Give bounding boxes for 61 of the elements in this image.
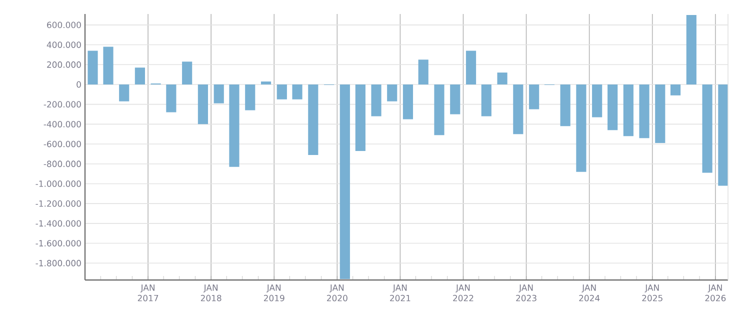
bar (308, 84, 318, 155)
bar (402, 84, 414, 120)
bar (623, 84, 634, 136)
bar (718, 84, 728, 186)
bar (497, 72, 508, 84)
y-tick-label: -1.000.000 (36, 180, 81, 187)
bar (529, 84, 540, 110)
y-tick-label: -1.200.000 (36, 200, 81, 207)
y-tick-label: -1.800.000 (36, 260, 81, 266)
y-tick-label: -200.000 (44, 101, 81, 108)
bar (655, 84, 666, 144)
y-tick-label: -1.400.000 (36, 220, 81, 227)
bar (450, 84, 460, 114)
bar (276, 84, 287, 100)
y-tick-label: 600.000 (47, 22, 81, 28)
bar (260, 81, 272, 84)
bar (245, 84, 256, 110)
x-tick-label: JAN 2022 (453, 284, 474, 302)
bar (371, 84, 382, 116)
bar (418, 60, 428, 84)
bar (214, 84, 224, 104)
y-tick-label: -1.600.000 (36, 240, 81, 246)
y-tick-label: 0 (76, 81, 81, 88)
bar (198, 84, 208, 124)
bar (166, 84, 176, 112)
bar (355, 84, 366, 151)
bar (466, 50, 476, 84)
bar (560, 84, 570, 126)
bar (702, 84, 712, 173)
y-tick-label: 400.000 (46, 42, 81, 48)
x-tick-label: JAN 2019 (264, 284, 284, 302)
x-tick-label: JAN 2023 (516, 284, 536, 302)
bar (639, 84, 650, 138)
bar (340, 84, 350, 280)
x-tick-label: JAN 2024 (579, 284, 600, 302)
x-tick-label: JAN 2020 (327, 284, 348, 302)
bar (434, 84, 444, 136)
bar (670, 84, 681, 96)
bar (88, 50, 98, 84)
x-tick-label: JAN 2021 (390, 284, 410, 302)
x-tick-label: JAN 2018 (200, 284, 222, 302)
bar (576, 84, 586, 172)
bar (387, 84, 398, 102)
bar (592, 84, 602, 118)
bar (119, 84, 130, 102)
bar (686, 14, 696, 84)
bar (292, 84, 302, 100)
bar (103, 46, 114, 84)
y-tick-label: -600.000 (44, 140, 81, 148)
bar (481, 84, 492, 116)
x-tick-label: JAN 2025 (642, 284, 662, 302)
x-tick-label: JAN 2017 (138, 284, 158, 302)
bar (229, 84, 240, 167)
bar (608, 84, 618, 130)
bar (134, 68, 145, 84)
bar (513, 84, 524, 134)
y-tick-label: 200.000 (47, 61, 81, 68)
x-tick-label: JAN 2026 (705, 284, 726, 302)
bar (182, 62, 192, 84)
y-tick-label: -800.000 (44, 160, 81, 168)
y-tick-label: -400.000 (44, 120, 81, 128)
